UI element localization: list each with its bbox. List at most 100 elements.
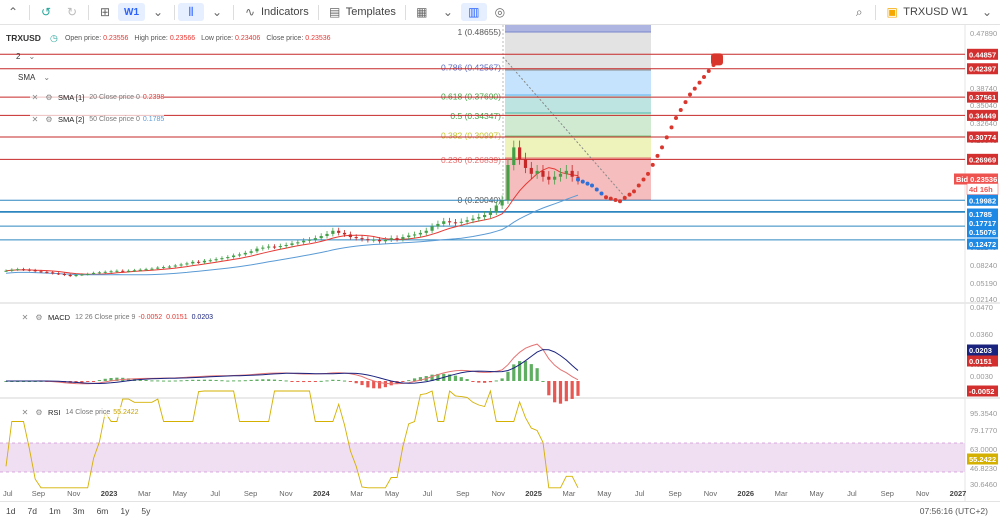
fibonacci-retracement[interactable] [502, 25, 651, 203]
macd-hist-bar [173, 380, 177, 382]
timeframe-6m[interactable]: 6m [96, 505, 109, 516]
candle-body [27, 269, 31, 271]
macd-hist-bar [179, 380, 183, 382]
chart-area[interactable]: 1 (0.48655) 0.786 (0.42567) 0.618 (0.37690… [0, 25, 1000, 501]
collapse-button[interactable]: ⌃ [0, 0, 26, 25]
gear-icon[interactable]: ⚙ [45, 114, 53, 124]
candle-body [243, 252, 247, 255]
time-tick-label: Nov [279, 489, 293, 498]
sma-group[interactable]: SMA ⌄ [18, 70, 50, 84]
sma1-legend[interactable]: ✕ ⚙ SMA [1] 20 Close price 0 0.2398 [30, 92, 165, 102]
price-tags: 0.44857 0.42397 0.37561 0.34449 0.30774 0.269… [954, 48, 999, 465]
time-axis[interactable]: Jul Sep Nov 2023 Mar May Jul Sep Nov 2024 Mar May Ju… [3, 489, 966, 498]
chart-type-dropdown[interactable]: ⌄ [204, 0, 230, 25]
timeframe-1m[interactable]: 1m [48, 505, 61, 516]
add-symbol-button[interactable]: ⊞ [92, 0, 118, 25]
close-icon[interactable]: ✕ [21, 407, 29, 417]
redo-button[interactable]: ↻ [59, 0, 85, 25]
gear-icon[interactable]: ⚙ [35, 407, 43, 417]
bar-stats-button[interactable]: ▥ [460, 3, 487, 21]
close-label: Close price: [266, 34, 304, 42]
candle-body [471, 218, 475, 221]
macd-hist-bar [348, 381, 352, 382]
low-value: 0.23406 [235, 34, 261, 42]
interval-select[interactable]: W1 [118, 3, 145, 21]
layout-button[interactable]: ▦ [409, 0, 435, 25]
macd-tick-label: 0.0030 [970, 372, 993, 381]
candle-body [360, 238, 364, 240]
price-tag-bg [967, 238, 998, 250]
macd-hist-bar [97, 380, 101, 382]
candle-body [529, 167, 533, 174]
macd-hist-bar [302, 381, 306, 383]
timeframe-5y[interactable]: 5y [141, 505, 151, 516]
templates-label: Templates [345, 6, 396, 18]
macd-hist-bar [436, 373, 440, 381]
gear-icon[interactable]: ⚙ [35, 312, 43, 322]
chart-type-button[interactable]: ⫴ [178, 3, 204, 21]
macd-hist-bar [512, 364, 516, 381]
chart-svg[interactable]: 1 (0.48655) 0.786 (0.42567) 0.618 (0.37690… [0, 25, 1000, 501]
price-tag-label: Bid 0.23536 [956, 175, 997, 184]
projection-path[interactable] [576, 53, 723, 204]
candle-body [115, 270, 119, 272]
close-icon[interactable]: ✕ [31, 114, 39, 124]
macd-line [6, 343, 579, 385]
price-tick-label: 0.05190 [970, 279, 997, 288]
projection-dot [674, 116, 678, 121]
sma1-name: SMA [1] [58, 92, 85, 102]
price-axis[interactable]: 0.478900.387400.350400.326400.299400.112… [970, 29, 997, 489]
price-tick-label: 0.35040 [970, 101, 997, 110]
macd-hist-bar [383, 381, 387, 388]
price-tag-bg [967, 131, 998, 143]
price-tag-label: 0.12472 [969, 240, 996, 249]
time-tick-label: Nov [916, 489, 930, 498]
candle-body [453, 222, 458, 224]
candle-body [319, 236, 323, 239]
interval-dropdown[interactable]: ⌄ [145, 0, 171, 25]
candle-body [132, 270, 137, 272]
templates-button[interactable]: ▤ Templates [322, 0, 402, 25]
camera-icon: ◎ [494, 5, 506, 19]
timeframe-3m[interactable]: 3m [72, 505, 85, 516]
sma2-legend[interactable]: ✕ ⚙ SMA [2] 50 Close price 0 0.1785 [30, 114, 165, 124]
timeframe-7d[interactable]: 7d [27, 505, 37, 516]
horizontal-levels[interactable] [0, 53, 965, 241]
projection-dot [613, 197, 618, 202]
screenshot-button[interactable]: ◎ [487, 0, 513, 25]
candle-body [51, 272, 55, 274]
projection-dot [688, 92, 692, 97]
candle-body [97, 272, 101, 274]
time-tick-label: Mar [775, 489, 788, 498]
macd-hist-bar [150, 380, 154, 382]
search-button[interactable]: ⌕ [846, 0, 872, 25]
symbol-dropdown[interactable]: ⌄ [974, 0, 1000, 25]
time-tick-label: May [385, 489, 399, 498]
symbol-name: TRXUSD [6, 33, 41, 43]
macd-hist-bar [255, 379, 259, 381]
undo-button[interactable]: ↺ [33, 0, 59, 25]
macd-legend[interactable]: ✕ ⚙ MACD 12 26 Close price 9 -0.0052 0.0… [20, 312, 214, 322]
symbol-selector[interactable]: ▣ TRXUSD W1 [879, 0, 974, 25]
close-icon[interactable]: ✕ [21, 312, 29, 322]
candle-body [261, 247, 265, 249]
macd-hist-bar [342, 380, 347, 382]
close-icon[interactable]: ✕ [31, 92, 39, 102]
rsi-legend[interactable]: ✕ ⚙ RSI 14 Close price 55.2422 [20, 407, 139, 417]
toolbar-divider [174, 4, 175, 20]
indicators-button[interactable]: ∿ Indicators [237, 0, 315, 25]
timeframe-1d[interactable]: 1d [6, 505, 16, 516]
price-tag-label: 0.1785 [969, 210, 992, 219]
candle-body [523, 159, 528, 168]
layout-dropdown[interactable]: ⌄ [435, 0, 461, 25]
candle-body [103, 271, 107, 273]
time-tick-label: Mar [350, 489, 363, 498]
gear-icon[interactable]: ⚙ [45, 92, 53, 102]
timeframe-1y[interactable]: 1y [120, 505, 130, 516]
macd-hist-bar [547, 381, 551, 396]
high-label: High price: [134, 34, 168, 42]
rsi-value: 55.2422 [113, 408, 139, 416]
indicator-count[interactable]: 2 ⌄ [16, 49, 35, 63]
ohlc-legend: TRXUSD ◷ Open price: 0.23556 High price:… [6, 33, 337, 44]
price-tag-label: 0.30774 [969, 133, 997, 142]
